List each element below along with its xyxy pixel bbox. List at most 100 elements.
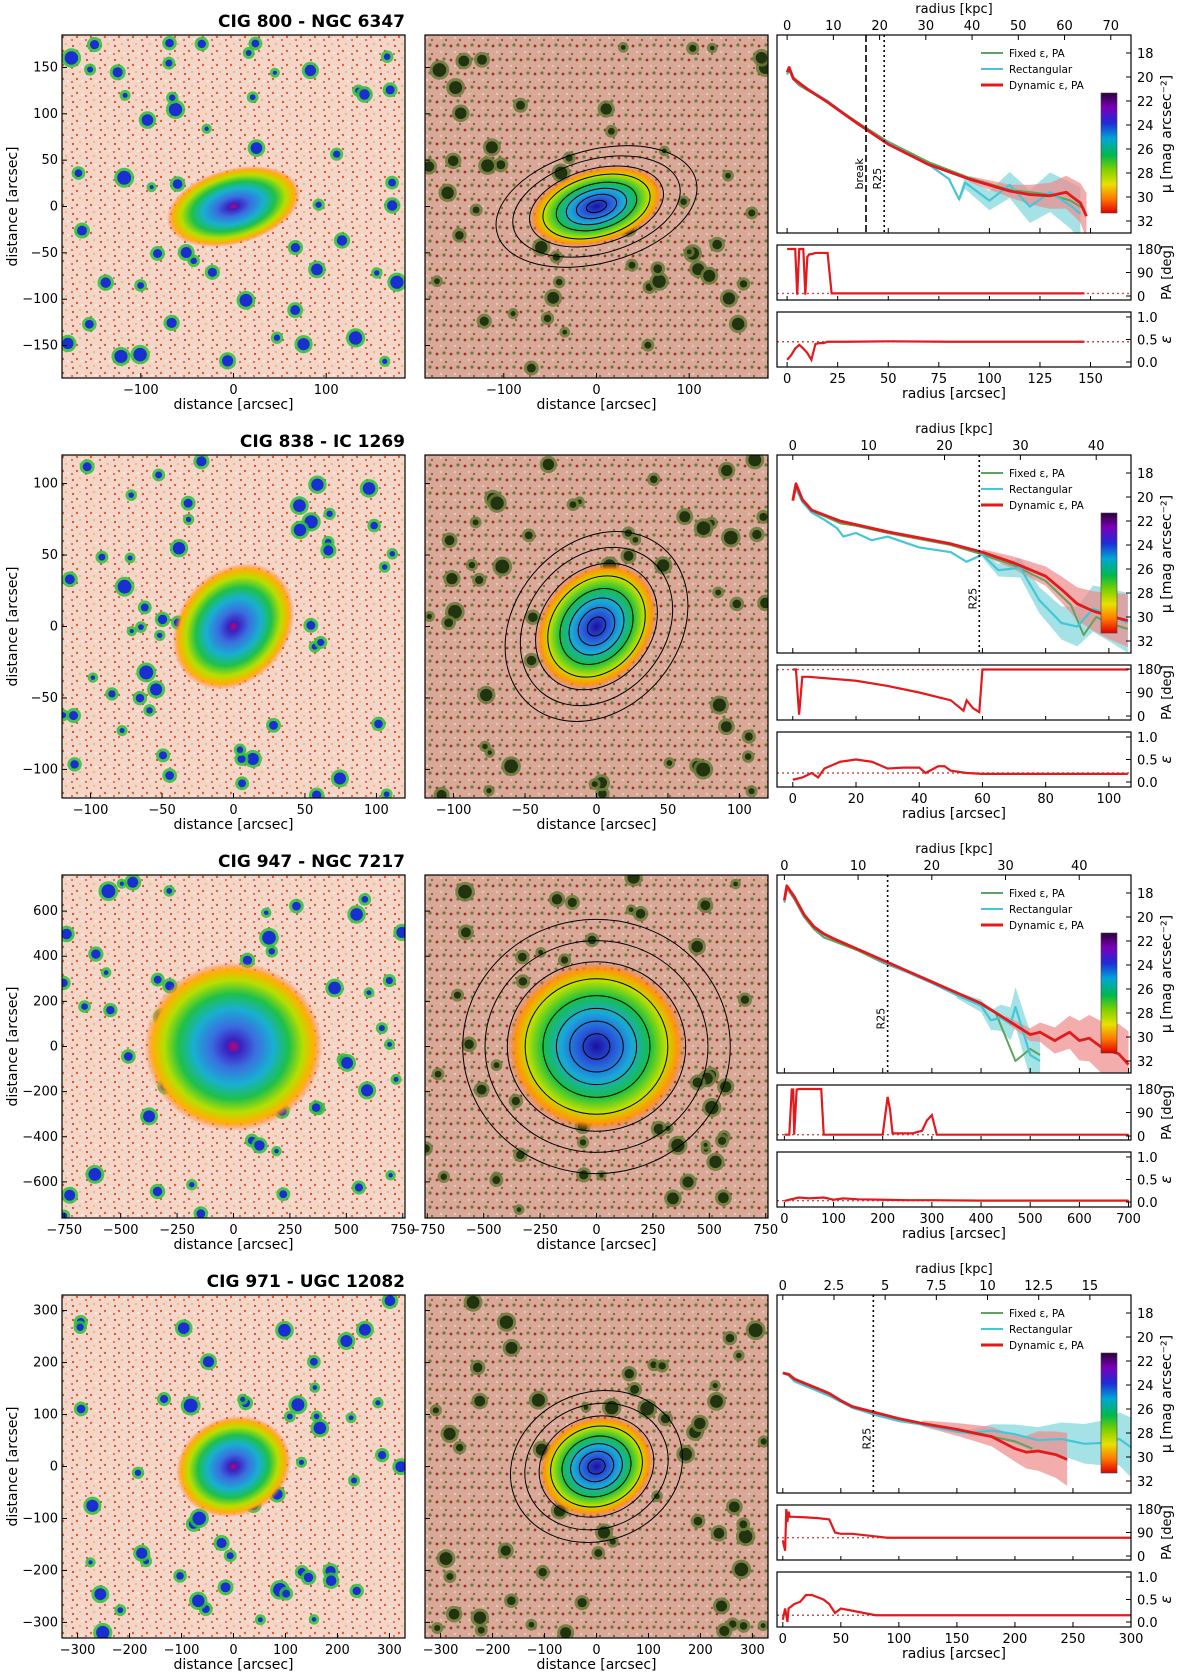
star-core bbox=[649, 475, 658, 484]
pa-line bbox=[781, 1508, 1131, 1552]
star-core bbox=[653, 264, 663, 274]
radius-tick-label: 250 bbox=[1061, 1632, 1086, 1647]
pa-frame bbox=[776, 1084, 1132, 1141]
kpc-tick-label: 40 bbox=[964, 19, 981, 34]
star-core bbox=[114, 349, 128, 363]
radius-tick-label: 80 bbox=[1037, 792, 1054, 807]
galaxy bbox=[172, 563, 295, 690]
star-core bbox=[728, 1501, 740, 1513]
pa-tick-label: 180 bbox=[1137, 243, 1162, 258]
star-core bbox=[722, 292, 736, 305]
mu-content: R25 bbox=[791, 455, 1129, 653]
mu-axis-label: μ [mag arcsec⁻²] bbox=[1159, 495, 1175, 613]
radius-tick-label: 600 bbox=[1067, 1212, 1092, 1227]
radius-tick-label: 40 bbox=[911, 792, 928, 807]
isophote-ellipse bbox=[509, 1390, 684, 1543]
radius-tick-label: 100 bbox=[977, 372, 1002, 387]
y-tick-label: 150 bbox=[33, 60, 58, 75]
x-tick-label: −200 bbox=[112, 1643, 148, 1658]
star-core bbox=[432, 63, 447, 77]
star-core bbox=[449, 81, 463, 95]
kpc-tick-label: 5 bbox=[881, 1279, 889, 1294]
star-core bbox=[628, 261, 636, 269]
vline-label: R25 bbox=[871, 168, 884, 190]
eps-tick-label: 1.0 bbox=[1137, 311, 1158, 326]
star-core bbox=[712, 239, 722, 250]
legend-label: Fixed ε, PA bbox=[1009, 468, 1066, 480]
star-core bbox=[652, 274, 666, 288]
star-core bbox=[466, 1295, 480, 1309]
isophote-ellipse bbox=[519, 546, 674, 707]
galaxy bbox=[144, 961, 323, 1132]
star-core bbox=[441, 186, 454, 200]
legend-label: Dynamic ε, PA bbox=[1009, 80, 1085, 92]
star-core bbox=[439, 1552, 453, 1566]
star-core bbox=[425, 1144, 430, 1153]
galaxy-row: CIG 800 - NGC 6347−100 0 100−150−100−50050… bbox=[5, 2, 1175, 413]
star-core bbox=[169, 94, 176, 101]
star-core bbox=[474, 1395, 486, 1407]
star-core bbox=[166, 888, 173, 894]
star-core bbox=[328, 981, 341, 995]
radius-tick-label: 0 bbox=[789, 792, 797, 807]
radius-tick-label: 400 bbox=[969, 1212, 994, 1227]
mu-tick-label: 26 bbox=[1137, 1403, 1154, 1418]
star-core bbox=[691, 940, 703, 953]
eps-line bbox=[786, 340, 1085, 363]
radius-tick-label: 50 bbox=[880, 372, 897, 387]
star-core bbox=[313, 1421, 327, 1435]
x-axis-label: distance [arcsec] bbox=[536, 817, 656, 833]
star-core bbox=[348, 331, 363, 345]
pa-axis-label: PA [deg] bbox=[1160, 1505, 1175, 1560]
isophote-ellipse bbox=[535, 562, 658, 691]
star-core bbox=[748, 788, 755, 795]
legend-label: Rectangular bbox=[1009, 64, 1073, 76]
star-core bbox=[460, 927, 471, 938]
star-core bbox=[718, 1192, 729, 1204]
isophote-ellipse bbox=[565, 187, 628, 226]
mu-frame bbox=[776, 1294, 1132, 1494]
star-core bbox=[286, 1413, 293, 1420]
star-core bbox=[359, 89, 370, 100]
star-core bbox=[311, 790, 322, 798]
mu-tick-label: 18 bbox=[1137, 47, 1154, 62]
x-tick-label: −200 bbox=[475, 1643, 511, 1658]
profile-panels: R25 18 20 22 24 26 28 30 32 0 10 20 30 40 radius [kpc]… bbox=[776, 842, 1175, 1242]
galaxy bbox=[507, 961, 686, 1132]
star-core bbox=[453, 991, 462, 999]
y-tick-label: 600 bbox=[33, 904, 58, 919]
x-tick-label: −50 bbox=[511, 803, 538, 818]
star-core bbox=[715, 1600, 728, 1612]
x-tick-label: 300 bbox=[377, 1643, 402, 1658]
star-core bbox=[239, 293, 253, 307]
star-core bbox=[383, 791, 390, 798]
star-core bbox=[390, 275, 404, 289]
star-core bbox=[291, 1398, 305, 1412]
radius-tick-label: 100 bbox=[886, 1632, 911, 1647]
star-core bbox=[90, 675, 96, 680]
eps-line bbox=[792, 758, 1128, 781]
pa-tick-label: 0 bbox=[1137, 1550, 1145, 1565]
y-tick-label: 400 bbox=[33, 949, 58, 964]
radius-tick-label: 75 bbox=[931, 372, 948, 387]
star-core bbox=[362, 482, 376, 495]
star-core bbox=[709, 1155, 722, 1169]
pa-axis-label: PA [deg] bbox=[1160, 245, 1175, 300]
eps-tick-label: 0.5 bbox=[1137, 754, 1158, 769]
star-core bbox=[644, 341, 652, 349]
kpc-axis-label: radius [kpc] bbox=[915, 1262, 992, 1277]
star-core bbox=[76, 1404, 86, 1414]
image-panel-raw: −100 −50 0 50 100 −100 −50 0 50 100 distance [arcs… bbox=[5, 454, 406, 833]
star-core bbox=[382, 358, 388, 364]
star-core bbox=[183, 1398, 198, 1413]
isophote-ellipse bbox=[561, 1435, 632, 1498]
star-core bbox=[352, 1586, 361, 1596]
star-core bbox=[137, 282, 144, 289]
star-core bbox=[723, 530, 738, 545]
radius-tick-label: 300 bbox=[1119, 1632, 1144, 1647]
radius-axis-label: radius [arcsec] bbox=[902, 1646, 1006, 1662]
star-core bbox=[493, 1062, 500, 1069]
star-core bbox=[177, 1322, 190, 1335]
eps-line bbox=[781, 1593, 1131, 1623]
x-tick-label: −750 bbox=[46, 1223, 82, 1238]
